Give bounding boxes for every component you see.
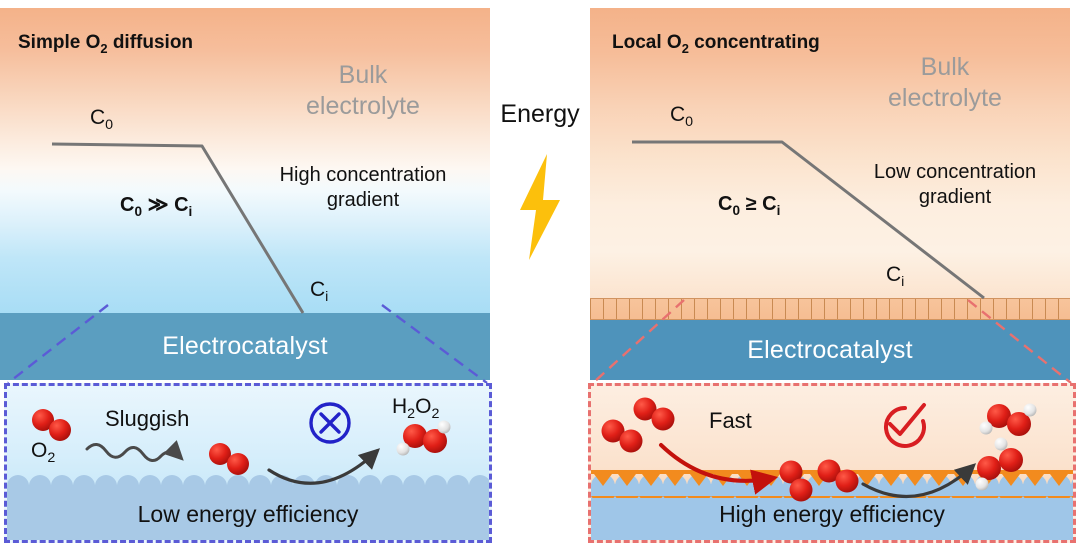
h2o2-h: H <box>392 395 408 418</box>
o2-molecule-surface-right-1 <box>779 460 813 502</box>
product-formation-arrow-left <box>267 448 381 485</box>
panel-simple-diffusion: Electrocatalyst Simple O2 diffusion Bulk… <box>0 8 490 380</box>
h2o2-sub1: 2 <box>407 406 416 423</box>
c0-annotation-right: C0 <box>670 103 694 131</box>
c0-letter-right: C <box>670 103 686 126</box>
h2o2-label-left: H2O2 <box>392 395 440 423</box>
connector-left-b <box>381 304 488 384</box>
panel-title-right-sub: 2 <box>681 40 689 56</box>
c0-sub-right: 0 <box>685 114 694 131</box>
bulk-electrolyte-label-left: Bulk electrolyte <box>263 60 463 123</box>
electrocatalyst-band-right: Electrocatalyst <box>590 320 1070 380</box>
panel-title-left-pre: Simple O <box>18 32 101 53</box>
energy-label: Energy <box>500 100 580 128</box>
fast-diffusion-arrow <box>659 443 779 495</box>
inset-high-efficiency: Fast High energy efficiency <box>588 383 1076 543</box>
connector-right-a <box>592 299 685 384</box>
gradient-line-2: gradient <box>326 189 400 211</box>
electrode-surface-left <box>7 474 489 540</box>
caption-low-efficiency: Low energy efficiency <box>137 501 359 527</box>
panel-title-right-pre: Local O <box>612 32 682 53</box>
sluggish-label: Sluggish <box>105 406 190 431</box>
bulk-word-1: Bulk <box>338 61 388 89</box>
panel-title-right: Local O2 concentrating <box>612 32 820 56</box>
bulk-word-2: electrolyte <box>888 84 1002 113</box>
caption-high-efficiency: High energy efficiency <box>719 501 945 527</box>
electrocatalyst-label-left: Electrocatalyst <box>162 332 328 360</box>
panel-title-right-post: concentrating <box>688 32 820 53</box>
panel-title-left-sub: 2 <box>100 40 108 56</box>
bulk-word-2: electrolyte <box>306 92 420 121</box>
fast-label: Fast <box>709 408 752 433</box>
o2-sub: 2 <box>47 450 56 467</box>
ci-annotation-left: Ci <box>310 278 329 306</box>
panel-title-left: Simple O2 diffusion <box>18 32 194 56</box>
ci-sub-left: i <box>325 289 329 306</box>
connector-left-a <box>7 304 109 384</box>
h2o2-o: O <box>415 395 432 418</box>
product-formation-arrow-right <box>861 463 977 499</box>
connector-right-b <box>967 299 1072 384</box>
o2-molecule-bulk-left <box>32 409 71 441</box>
inset-low-efficiency: Sluggish O2 H2O2 Low energy efficiency <box>4 383 492 543</box>
gradient-label-left: High concentration gradient <box>250 163 476 213</box>
energy-input-group: Energy <box>486 100 594 270</box>
circle-check-icon <box>884 403 926 448</box>
c0-letter-left: C <box>90 106 106 129</box>
gradient-line-1: High concentration <box>279 164 447 186</box>
panel-title-left-post: diffusion <box>107 32 194 53</box>
h2o2-sub2: 2 <box>431 406 440 423</box>
bulk-word-1: Bulk <box>920 53 970 81</box>
bulk-electrolyte-label-right: Bulk electrolyte <box>845 52 1045 115</box>
o2-letter: O <box>31 439 48 462</box>
o2-molecule-bulk-right-1 <box>633 397 675 431</box>
o2-label-left: O2 <box>31 439 56 467</box>
c0-annotation-left: C0 <box>90 106 114 134</box>
o2-molecule-surface-left <box>209 443 249 475</box>
ci-letter-left: C <box>310 278 326 301</box>
o2-molecule-bulk-right-2 <box>601 419 643 453</box>
sluggish-diffusion-arrow <box>85 440 184 462</box>
electrocatalyst-label-right: Electrocatalyst <box>747 335 913 364</box>
molecule-layer-right <box>601 397 1037 502</box>
c0-sub-left: 0 <box>105 117 114 134</box>
circle-x-icon <box>309 402 351 444</box>
h2o2-molecule-right-2 <box>975 437 1023 491</box>
h2o2-molecule-right-1 <box>979 403 1037 436</box>
electrocatalyst-band-left: Electrocatalyst <box>0 313 490 380</box>
h2o2-molecule-left <box>396 420 451 456</box>
o2-molecule-surface-right-2 <box>817 459 859 493</box>
molecule-layer-left <box>32 402 451 485</box>
lightning-bolt-icon <box>520 154 560 260</box>
panel-local-concentrating: Electrocatalyst Local O2 concentrating B… <box>590 8 1070 380</box>
